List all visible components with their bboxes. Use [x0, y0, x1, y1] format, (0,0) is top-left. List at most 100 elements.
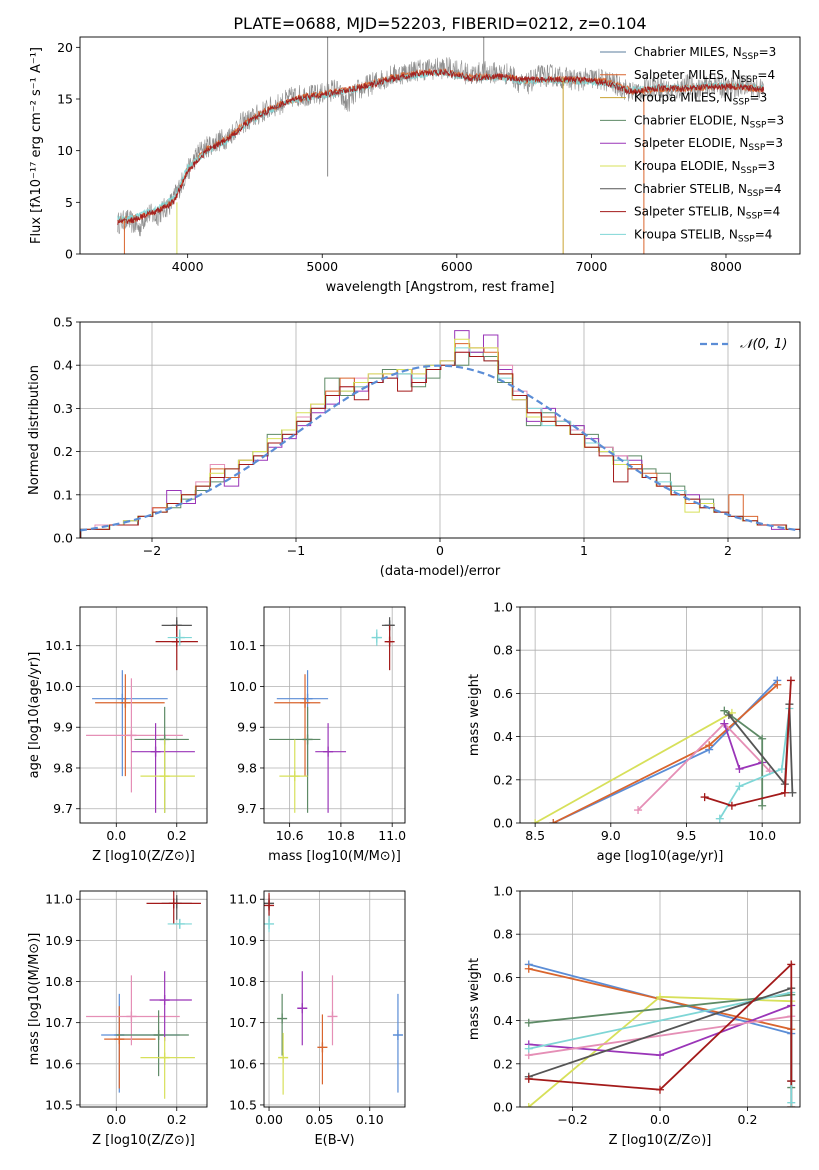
- data-point: [114, 1034, 125, 1045]
- weight-marker: [700, 793, 709, 802]
- weight-marker: [720, 719, 729, 728]
- y-tick-label: 10.7: [229, 1015, 257, 1030]
- y-tick-label: 10.7: [45, 1015, 73, 1030]
- y-tick-label: 9.8: [237, 760, 257, 775]
- x-tick-label: 9.5: [677, 828, 697, 843]
- x-tick-label: 0.05: [305, 1112, 333, 1127]
- x-axis-label: Z [log10(Z/Z⊙)]: [609, 1133, 712, 1148]
- x-tick-label: −0.2: [557, 1112, 587, 1127]
- x-tick-label: 0.0: [106, 828, 126, 843]
- legend-label: Salpeter STELIB, NSSP=4: [634, 205, 780, 222]
- y-tick-label: 0.2: [493, 772, 513, 787]
- weight-marker: [720, 706, 729, 715]
- y-tick-label: 10.6: [229, 1056, 257, 1071]
- y-tick-label: 0.0: [493, 1100, 513, 1115]
- weight-series-line: [719, 708, 791, 820]
- legend-label: Kroupa ELODIE, NSSP=3: [634, 159, 775, 176]
- data-point: [174, 918, 185, 929]
- x-tick-label: 8000: [710, 259, 742, 274]
- weight-marker: [715, 814, 724, 823]
- y-tick-label: 9.7: [53, 801, 73, 816]
- y-tick-label: 10.9: [229, 933, 257, 948]
- y-tick-label: 15: [57, 92, 73, 107]
- weight-marker: [705, 741, 714, 750]
- y-tick-label: 10.8: [229, 974, 257, 989]
- spectrum-series-line: [117, 68, 765, 226]
- x-tick-label: 10.8: [327, 828, 355, 843]
- data-point: [159, 1052, 170, 1063]
- axes-frame: [263, 606, 406, 824]
- weight-series-line: [528, 962, 793, 1091]
- x-tick-label: 6000: [441, 259, 473, 274]
- weight-marker: [524, 1103, 533, 1107]
- weight-marker: [656, 1051, 664, 1060]
- y-tick-label: 10.1: [45, 638, 73, 653]
- data-point: [289, 771, 300, 782]
- weight-marker: [524, 1044, 533, 1053]
- weight-marker: [788, 788, 797, 797]
- y-tick-label: 0: [65, 247, 73, 262]
- data-point: [323, 746, 334, 757]
- weight-marker: [634, 806, 643, 815]
- legend-label: Chabrier ELODIE, NSSP=3: [634, 113, 784, 130]
- legend-label: Chabrier MILES, NSSP=3: [634, 45, 776, 62]
- plot-area: [269, 617, 395, 813]
- y-tick-label: 0.4: [493, 729, 513, 744]
- legend: Chabrier MILES, NSSP=3 Salpeter MILES, NS…: [600, 45, 784, 244]
- y-tick-label: 1.0: [493, 600, 513, 615]
- plot-area: [524, 960, 796, 1107]
- histogram-series: [80, 347, 800, 538]
- panel-z-age: 0.0 0.2 9.7 9.8 9.9 10.0 10.1 Z [log10(Z/Z⊙)] ag…: [27, 606, 208, 864]
- data-point: [277, 1013, 288, 1024]
- y-tick-label: 10.5: [229, 1097, 257, 1112]
- x-tick-label: 2: [724, 543, 732, 558]
- legend-label: Chabrier STELIB, NSSP=4: [634, 182, 782, 199]
- x-axis-label: E(B-V): [314, 1133, 354, 1148]
- x-axis-label: mass [log10(M/M⊙)]: [268, 849, 401, 864]
- y-tick-label: 10.8: [45, 974, 73, 989]
- y-tick-label: 11.0: [45, 892, 73, 907]
- panel-z-weight: −0.2 0.0 0.2 0.0 0.2 0.4 0.6 0.8 1.0 Z [log10(Z/Z…: [467, 884, 801, 1148]
- data-point: [317, 1042, 328, 1053]
- weight-marker: [786, 676, 795, 685]
- weight-marker: [656, 1085, 664, 1094]
- data-point: [159, 771, 170, 782]
- weight-series-line: [534, 712, 733, 823]
- data-point: [327, 1011, 338, 1022]
- data-point: [150, 746, 161, 757]
- y-axis-label: mass weight: [467, 674, 482, 756]
- y-tick-label: 0.0: [493, 816, 513, 831]
- weight-marker: [735, 765, 744, 773]
- panel-residuals: −2 −1 0 1 2 0.0 0.1 0.2 0.3 0.4 0.5 (data-model)/er…: [27, 315, 801, 579]
- x-axis-label: age [log10(age/yr)]: [597, 849, 724, 864]
- figure-title: PLATE=0688, MJD=52203, FIBERID=0212, z=0…: [233, 14, 646, 33]
- legend-label: Salpeter ELODIE, NSSP=3: [634, 136, 783, 153]
- axes-frame: [263, 890, 406, 1108]
- y-tick-label: 0.6: [493, 970, 513, 985]
- x-tick-label: 0.0: [106, 1112, 126, 1127]
- panel-mass-age: 10.6 10.8 11.0 9.7 9.8 9.9 10.0 10.1 mass [log10…: [229, 606, 406, 864]
- panel-z-mass: 0.0 0.2 10.5 10.6 10.7 10.8 10.9 11.0 Z [log10(Z…: [27, 890, 208, 1148]
- x-tick-label: 5000: [306, 259, 338, 274]
- data-point: [264, 900, 275, 911]
- panel-spectrum: 4000 5000 6000 7000 8000 0 5 10 15 20 wavelength […: [29, 36, 801, 295]
- y-tick-label: 9.8: [53, 760, 73, 775]
- data-point: [371, 632, 382, 643]
- x-tick-label: 0.10: [356, 1112, 384, 1127]
- y-tick-label: 0.5: [53, 315, 73, 330]
- weight-marker: [735, 782, 744, 791]
- data-point: [168, 898, 179, 909]
- data-point: [384, 636, 395, 647]
- y-tick-label: 10.6: [45, 1056, 73, 1071]
- y-tick-label: 0.1: [53, 487, 73, 502]
- plot-area: [80, 330, 800, 538]
- axes-frame: [519, 890, 801, 1108]
- x-tick-label: 10.0: [748, 828, 776, 843]
- panel-age-weight: 8.5 9.0 9.5 10.0 0.0 0.2 0.4 0.6 0.8 1.0 age [log1…: [467, 600, 801, 864]
- axes-frame: [79, 890, 208, 1108]
- legend-label: 𝒩(0, 1): [740, 337, 787, 352]
- x-tick-label: 9.0: [601, 828, 621, 843]
- weight-series-line: [528, 1015, 792, 1057]
- x-axis-label: (data-model)/error: [380, 564, 501, 579]
